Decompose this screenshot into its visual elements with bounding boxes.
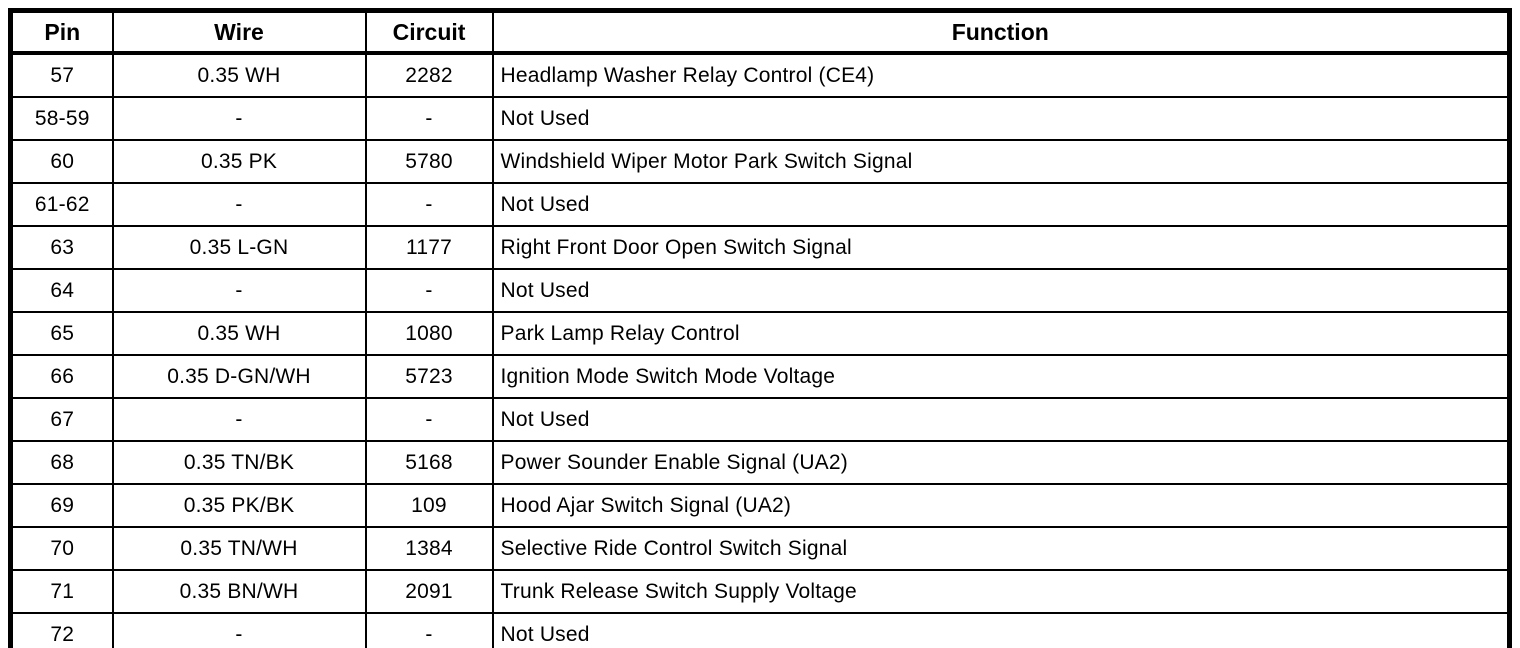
pin-cell: 65 — [9, 311, 114, 356]
wire-cell: - — [111, 612, 367, 648]
pin-cell: 72 — [9, 612, 114, 648]
table-row: 60 0.35 PK 5780 Windshield Wiper Motor Park… — [9, 139, 1511, 184]
function-cell: Hood Ajar Switch Signal (UA2) — [491, 483, 1511, 528]
table-row: 67- - Not Used — [9, 397, 1511, 442]
circuit-cell: 5723 — [364, 354, 494, 399]
circuit-cell: - — [364, 612, 494, 648]
wire-cell: - — [111, 268, 367, 313]
circuit-cell: 1177 — [364, 225, 494, 270]
wire-cell: 0.35 PK — [111, 139, 367, 184]
table-row: 61-62- - Not Used — [9, 182, 1511, 227]
function-cell: Power Sounder Enable Signal (UA2) — [491, 440, 1511, 485]
pin-cell: 69 — [9, 483, 114, 528]
pin-cell: 67 — [9, 397, 114, 442]
circuit-cell: 109 — [364, 483, 494, 528]
wire-cell: - — [111, 182, 367, 227]
column-header-wire: Wire — [111, 9, 367, 54]
function-cell: Right Front Door Open Switch Signal — [491, 225, 1511, 270]
table-row: 68 0.35 TN/BK 5168 Power Sounder Enable Sig… — [9, 440, 1511, 485]
table-header: Pin Wire Circuit Function — [9, 9, 1511, 54]
table-row: 72- - Not Used — [9, 612, 1511, 648]
function-cell: Not Used — [491, 397, 1511, 442]
circuit-cell: 2282 — [364, 52, 494, 98]
circuit-cell: 1080 — [364, 311, 494, 356]
function-cell: Windshield Wiper Motor Park Switch Signa… — [491, 139, 1511, 184]
circuit-cell: 2091 — [364, 569, 494, 614]
table-row: 58-59- - Not Used — [9, 96, 1511, 141]
table-row: 57 0.35 WH 2282 Headlamp Washer Relay Contr… — [9, 52, 1511, 98]
column-header-circuit: Circuit — [364, 9, 494, 54]
pin-cell: 71 — [9, 569, 114, 614]
wire-cell: 0.35 BN/WH — [111, 569, 367, 614]
function-cell: Ignition Mode Switch Mode Voltage — [491, 354, 1511, 399]
function-cell: Not Used — [491, 612, 1511, 648]
wire-cell: 0.35 L-GN — [111, 225, 367, 270]
function-cell: Trunk Release Switch Supply Voltage — [491, 569, 1511, 614]
circuit-cell: 5168 — [364, 440, 494, 485]
connector-pinout-table: Pin Wire Circuit Function 57 0.35 WH 2282 H… — [8, 8, 1512, 648]
pin-cell: 58-59 — [9, 96, 114, 141]
function-cell: Not Used — [491, 182, 1511, 227]
pin-cell: 63 — [9, 225, 114, 270]
pin-cell: 68 — [9, 440, 114, 485]
pinout-table-body: 57 0.35 WH 2282 Headlamp Washer Relay Contr… — [9, 52, 1511, 648]
table-row: 63 0.35 L-GN 1177 Right Front Door Open Swi… — [9, 225, 1511, 270]
function-cell: Not Used — [491, 268, 1511, 313]
wire-cell: 0.35 TN/BK — [111, 440, 367, 485]
circuit-cell: 5780 — [364, 139, 494, 184]
column-header-pin: Pin — [9, 9, 114, 54]
function-cell: Selective Ride Control Switch Signal — [491, 526, 1511, 571]
wire-cell: 0.35 PK/BK — [111, 483, 367, 528]
function-cell: Park Lamp Relay Control — [491, 311, 1511, 356]
circuit-cell: 1384 — [364, 526, 494, 571]
wire-cell: - — [111, 397, 367, 442]
pin-cell: 61-62 — [9, 182, 114, 227]
pin-cell: 66 — [9, 354, 114, 399]
wire-cell: 0.35 WH — [111, 311, 367, 356]
function-cell: Not Used — [491, 96, 1511, 141]
pin-cell: 57 — [9, 52, 114, 98]
function-cell: Headlamp Washer Relay Control (CE4) — [491, 52, 1511, 98]
table-row: 65 0.35 WH 1080 Park Lamp Relay Control — [9, 311, 1511, 356]
circuit-cell: - — [364, 182, 494, 227]
pin-cell: 64 — [9, 268, 114, 313]
table-row: 64- - Not Used — [9, 268, 1511, 313]
wire-cell: 0.35 D-GN/WH — [111, 354, 367, 399]
header-row: Pin Wire Circuit Function — [9, 9, 1511, 54]
circuit-cell: - — [364, 96, 494, 141]
wire-cell: 0.35 WH — [111, 52, 367, 98]
pin-cell: 70 — [9, 526, 114, 571]
circuit-cell: - — [364, 397, 494, 442]
column-header-function: Function — [491, 9, 1511, 54]
table-row: 69 0.35 PK/BK 109 Hood Ajar Switch Signal (… — [9, 483, 1511, 528]
table-row: 70 0.35 TN/WH 1384 Selective Ride Control S… — [9, 526, 1511, 571]
wire-cell: 0.35 TN/WH — [111, 526, 367, 571]
table-row: 71 0.35 BN/WH 2091 Trunk Release Switch Sup… — [9, 569, 1511, 614]
wire-cell: - — [111, 96, 367, 141]
pin-cell: 60 — [9, 139, 114, 184]
circuit-cell: - — [364, 268, 494, 313]
table-row: 66 0.35 D-GN/WH 5723 Ignition Mode Switch M… — [9, 354, 1511, 399]
